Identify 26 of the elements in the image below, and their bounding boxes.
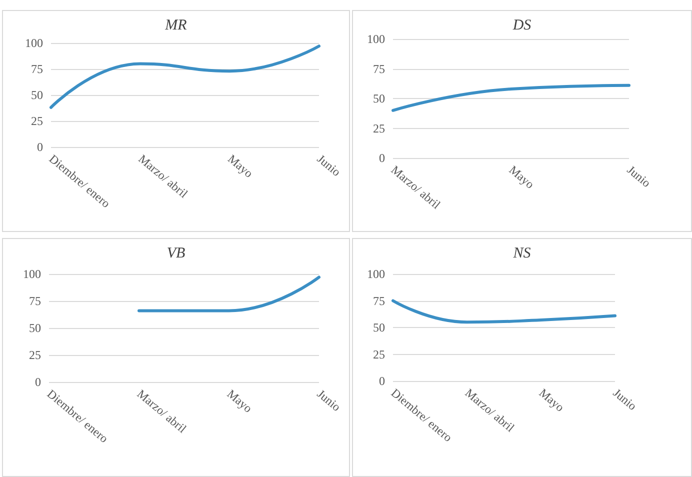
chart-title: NS (512, 246, 532, 262)
chart-title: VB (166, 246, 186, 262)
y-tick-label: 0 (37, 140, 43, 154)
chart-title: DS (512, 18, 532, 34)
y-tick-label: 75 (31, 62, 43, 76)
chart-title: MR (164, 18, 187, 34)
y-tick-label: 50 (31, 88, 43, 102)
line-series (392, 299, 616, 324)
y-tick-label: 25 (373, 121, 385, 136)
y-tick-label: 75 (29, 294, 41, 308)
y-tick-label: 100 (25, 36, 43, 50)
y-tick-label: 0 (379, 151, 385, 165)
y-tick-label: 100 (367, 32, 385, 46)
y-tick-label: 100 (367, 267, 385, 281)
y-tick-label: 0 (35, 375, 41, 389)
y-tick-label: 50 (373, 320, 385, 334)
y-tick-label: 25 (29, 348, 41, 362)
line-series (50, 44, 320, 109)
y-tick-label: 0 (379, 374, 385, 388)
y-tick-label: 50 (29, 321, 41, 335)
y-tick-label: 50 (373, 92, 385, 106)
y-tick-label: 25 (373, 347, 385, 362)
y-tick-label: 100 (23, 267, 41, 281)
y-tick-label: 75 (373, 62, 385, 76)
y-tick-label: 75 (373, 294, 385, 308)
y-tick-label: 25 (31, 114, 43, 128)
